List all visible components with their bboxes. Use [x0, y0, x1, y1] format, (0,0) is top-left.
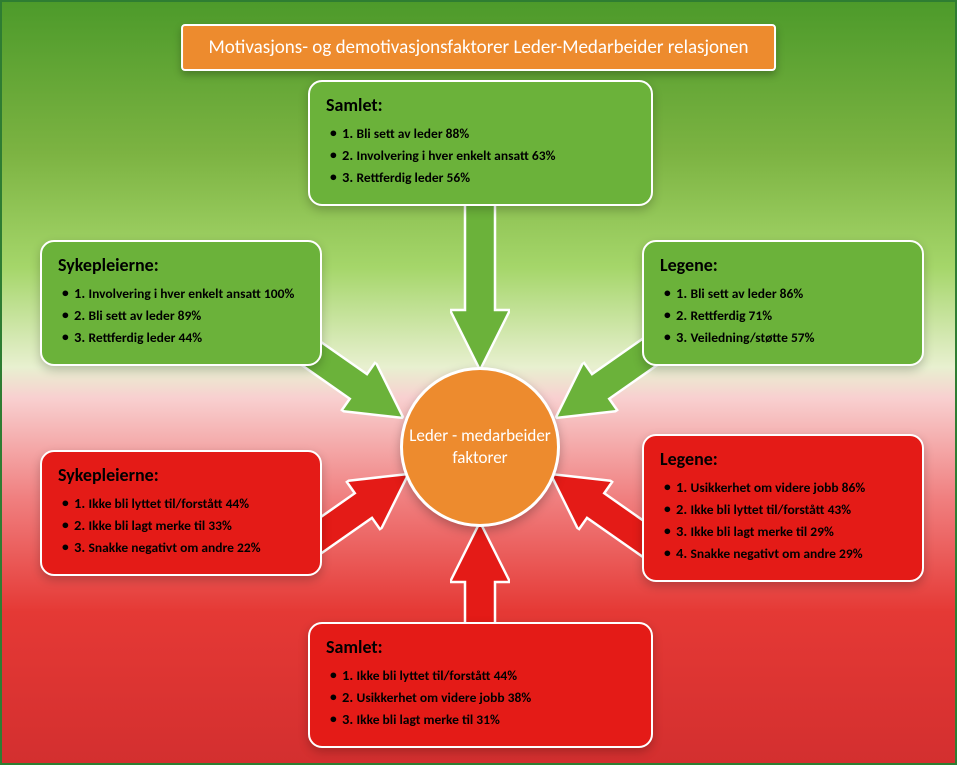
item-text: Ikke bli lagt merke til 31%	[357, 711, 500, 728]
center-label: Leder - medarbeider faktorer	[403, 425, 557, 469]
title-text: Motivasjons- og demotivasjonsfaktorer Le…	[209, 36, 749, 59]
item-rank: 1.	[74, 494, 89, 512]
item-rank: 1.	[676, 284, 691, 302]
list-item: 1. Usikkerhet om videre jobb 86%	[664, 478, 906, 496]
box-heading: Samlet:	[326, 636, 635, 658]
box-heading: Sykepleierne:	[58, 464, 304, 486]
box-list: 1. Ikke bli lyttet til/forstått 44%2. Us…	[326, 666, 635, 728]
item-rank: 1.	[342, 666, 357, 684]
list-item: 3. Rettferdig leder 56%	[330, 168, 635, 186]
box-sykepleierne-red: Sykepleierne: 1. Ikke bli lyttet til/for…	[40, 450, 322, 576]
list-item: 2. Ikke bli lagt merke til 33%	[62, 516, 304, 534]
item-text: Involvering i hver enkelt ansatt 63%	[357, 147, 556, 164]
box-heading: Legene:	[660, 254, 906, 276]
item-rank: 3.	[342, 710, 357, 728]
list-item: 3. Rettferdig leder 44%	[62, 328, 304, 346]
item-rank: 3.	[74, 538, 89, 556]
box-list: 1. Bli sett av leder 86%2. Rettferdig 71…	[660, 284, 906, 346]
list-item: 1. Involvering i hver enkelt ansatt 100%	[62, 284, 304, 302]
item-text: Ikke bli lyttet til/forstått 44%	[89, 495, 250, 512]
item-text: Rettferdig leder 56%	[357, 169, 471, 186]
item-rank: 4.	[676, 544, 691, 562]
item-rank: 2.	[74, 516, 89, 534]
item-rank: 3.	[676, 328, 691, 346]
item-rank: 2.	[342, 146, 357, 164]
list-item: 1. Bli sett av leder 86%	[664, 284, 906, 302]
box-top-samlet: Samlet: 1. Bli sett av leder 88%2. Invol…	[308, 80, 653, 206]
item-text: Bli sett av leder 86%	[691, 285, 804, 302]
item-text: Ikke bli lagt merke til 29%	[691, 523, 834, 540]
item-text: Bli sett av leder 88%	[357, 125, 470, 142]
box-heading: Legene:	[660, 448, 906, 470]
item-text: Ikke bli lyttet til/forstått 44%	[357, 667, 518, 684]
box-sykepleierne-green: Sykepleierne: 1. Involvering i hver enke…	[40, 240, 322, 366]
list-item: 1. Ikke bli lyttet til/forstått 44%	[330, 666, 635, 684]
item-text: Ikke bli lyttet til/forstått 43%	[691, 501, 852, 518]
title-banner: Motivasjons- og demotivasjonsfaktorer Le…	[181, 24, 777, 71]
box-heading: Sykepleierne:	[58, 254, 304, 276]
item-text: Usikkerhet om videre jobb 38%	[357, 689, 532, 706]
item-rank: 2.	[342, 688, 357, 706]
list-item: 2. Involvering i hver enkelt ansatt 63%	[330, 146, 635, 164]
box-list: 1. Ikke bli lyttet til/forstått 44%2. Ik…	[58, 494, 304, 556]
item-text: Involvering i hver enkelt ansatt 100%	[89, 285, 295, 302]
item-text: Rettferdig 71%	[691, 307, 773, 324]
list-item: 2. Ikke bli lyttet til/forstått 43%	[664, 500, 906, 518]
item-text: Rettferdig leder 44%	[89, 329, 203, 346]
item-text: Snakke negativt om andre 29%	[691, 545, 863, 562]
box-bottom-samlet: Samlet: 1. Ikke bli lyttet til/forstått …	[308, 622, 653, 748]
item-rank: 1.	[342, 124, 357, 142]
list-item: 3. Ikke bli lagt merke til 29%	[664, 522, 906, 540]
arrow-top	[450, 200, 510, 370]
item-text: Usikkerhet om videre jobb 86%	[691, 479, 866, 496]
list-item: 1. Bli sett av leder 88%	[330, 124, 635, 142]
list-item: 2. Usikkerhet om videre jobb 38%	[330, 688, 635, 706]
list-item: 3. Snakke negativt om andre 22%	[62, 538, 304, 556]
list-item: 3. Ikke bli lagt merke til 31%	[330, 710, 635, 728]
center-circle: Leder - medarbeider faktorer	[400, 367, 560, 527]
list-item: 2. Rettferdig 71%	[664, 306, 906, 324]
item-rank: 1.	[676, 478, 691, 496]
item-rank: 3.	[74, 328, 89, 346]
box-legene-green: Legene: 1. Bli sett av leder 86%2. Rettf…	[642, 240, 924, 366]
box-list: 1. Involvering i hver enkelt ansatt 100%…	[58, 284, 304, 346]
item-rank: 2.	[676, 306, 691, 324]
item-text: Veiledning/støtte 57%	[691, 329, 815, 346]
item-rank: 2.	[74, 306, 89, 324]
item-text: Bli sett av leder 89%	[89, 307, 202, 324]
item-text: Ikke bli lagt merke til 33%	[89, 517, 232, 534]
list-item: 4. Snakke negativt om andre 29%	[664, 544, 906, 562]
item-rank: 1.	[74, 284, 89, 302]
item-text: Snakke negativt om andre 22%	[89, 539, 261, 556]
box-heading: Samlet:	[326, 94, 635, 116]
item-rank: 3.	[342, 168, 357, 186]
list-item: 1. Ikke bli lyttet til/forstått 44%	[62, 494, 304, 512]
item-rank: 2.	[676, 500, 691, 518]
box-legene-red: Legene: 1. Usikkerhet om videre jobb 86%…	[642, 434, 924, 582]
item-rank: 3.	[676, 522, 691, 540]
box-list: 1. Usikkerhet om videre jobb 86%2. Ikke …	[660, 478, 906, 562]
box-list: 1. Bli sett av leder 88%2. Involvering i…	[326, 124, 635, 186]
list-item: 2. Bli sett av leder 89%	[62, 306, 304, 324]
list-item: 3. Veiledning/støtte 57%	[664, 328, 906, 346]
